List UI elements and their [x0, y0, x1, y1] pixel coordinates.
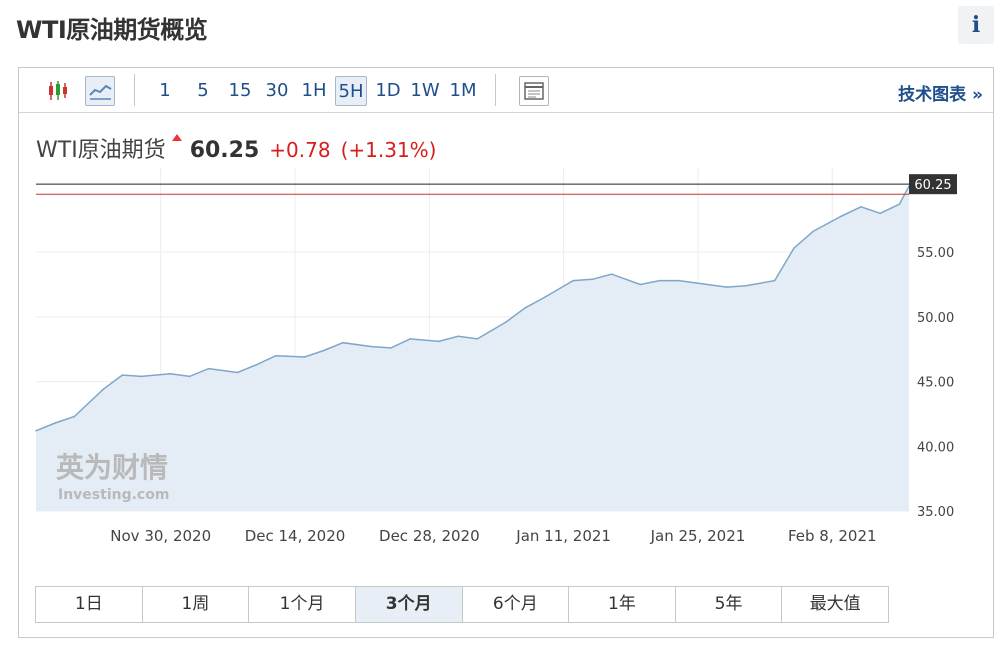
data-point [524, 306, 527, 309]
timeframe-5h[interactable]: 5H [335, 76, 367, 106]
data-point [121, 374, 124, 376]
data-point [591, 278, 594, 281]
last-price: 60.25 [189, 138, 260, 163]
timeframe-5[interactable]: 5 [197, 80, 209, 101]
data-point [543, 296, 546, 299]
data-point [35, 429, 37, 432]
x-tick-label: Dec 14, 2020 [245, 527, 346, 545]
data-point [323, 349, 325, 352]
data-point [860, 206, 862, 208]
data-point [658, 279, 661, 282]
timeframe-30[interactable]: 30 [265, 80, 289, 101]
range-1d[interactable]: 1日 [36, 587, 143, 622]
data-point [572, 279, 575, 282]
y-tick-label: 55.00 [917, 246, 954, 261]
range-1y[interactable]: 1年 [569, 587, 676, 622]
data-point [73, 415, 76, 418]
data-point [745, 284, 747, 287]
range-1m[interactable]: 1个月 [249, 587, 356, 622]
toolbar-separator [495, 74, 496, 106]
data-point [236, 371, 239, 374]
range-3m[interactable]: 3个月 [355, 587, 463, 622]
data-point [639, 283, 642, 286]
timeframe-1h[interactable]: 1H [301, 80, 327, 101]
x-tick-label: Jan 25, 2021 [650, 527, 746, 545]
toolbar-separator [134, 74, 135, 106]
watermark-en: Investing.com [58, 487, 169, 503]
data-point [879, 212, 882, 215]
data-point [140, 375, 143, 378]
data-point [207, 367, 210, 370]
x-tick-label: Nov 30, 2020 [110, 527, 211, 545]
line-chart-icon[interactable] [85, 76, 115, 106]
range-max[interactable]: 最大值 [782, 587, 888, 622]
timeframe-1m[interactable]: 1M [449, 80, 477, 101]
data-point [773, 279, 776, 282]
chart-toolbar: 1 5 15 30 1H 5H 1D 1W 1M 技术图表 » [19, 68, 993, 113]
data-point [677, 279, 680, 282]
price-change: +0.78 [269, 138, 331, 162]
data-point [457, 335, 459, 338]
data-point [102, 388, 104, 391]
data-point [188, 375, 191, 378]
data-point [342, 341, 344, 344]
price-change-percent: (+1.31%) [340, 138, 437, 162]
data-point [476, 338, 479, 340]
timeframe-1d[interactable]: 1D [375, 80, 401, 101]
range-5y[interactable]: 5年 [675, 587, 783, 622]
data-point [409, 338, 411, 340]
data-point [275, 354, 277, 357]
range-6m[interactable]: 6个月 [462, 587, 570, 622]
timeframe-1w[interactable]: 1W [410, 80, 440, 101]
data-point [303, 356, 306, 358]
page-title: WTI原油期货概览 [16, 16, 208, 44]
last-price-tag [909, 174, 957, 195]
data-point [793, 247, 795, 250]
y-tick-label: 40.00 [917, 440, 954, 455]
x-tick-label: Dec 28, 2020 [379, 527, 480, 545]
data-point [390, 347, 392, 349]
timeframe-1[interactable]: 1 [159, 80, 171, 101]
y-tick-label: 50.00 [917, 311, 954, 326]
watermark-cn: 英为财情 [56, 451, 168, 484]
candlestick-chart-icon[interactable] [43, 76, 73, 106]
range-selector: 1日 1周 1个月 3个月 6个月 1年 5年 最大值 [35, 586, 889, 623]
data-point [812, 230, 814, 233]
table-icon[interactable] [519, 76, 549, 106]
y-tick-label: 35.00 [917, 505, 954, 520]
technical-chart-link[interactable]: 技术图表 » [898, 85, 983, 105]
data-point [255, 363, 258, 366]
y-tick-label: 45.00 [917, 376, 954, 391]
data-point [898, 203, 901, 206]
data-point [169, 373, 172, 375]
data-point [610, 273, 613, 275]
data-point [841, 215, 843, 217]
timeframe-15[interactable]: 15 [228, 80, 252, 101]
range-1w[interactable]: 1周 [142, 587, 250, 622]
info-icon[interactable]: i [958, 6, 994, 44]
data-point [706, 283, 709, 286]
chart-panel: 1 5 15 30 1H 5H 1D 1W 1M 技术图表 » WTI原油期货 6… [18, 67, 994, 638]
quote-header: WTI原油期货 60.25 +0.78 (+1.31%) [36, 132, 437, 163]
price-chart: 60.25 35.00 40.00 45.00 50.00 55.00 Nov 30, 20… [35, 168, 957, 545]
data-point [54, 422, 56, 424]
x-tick-label: Feb 8, 2021 [788, 527, 877, 545]
price-area [36, 186, 909, 511]
data-point [505, 321, 507, 323]
x-tick-label: Jan 11, 2021 [515, 527, 611, 545]
up-arrow-icon [171, 134, 182, 141]
data-point [438, 340, 440, 343]
data-point [370, 345, 373, 348]
instrument-name: WTI原油期货 [36, 138, 166, 163]
last-price-tag-label: 60.25 [914, 178, 951, 193]
data-point [725, 286, 728, 288]
